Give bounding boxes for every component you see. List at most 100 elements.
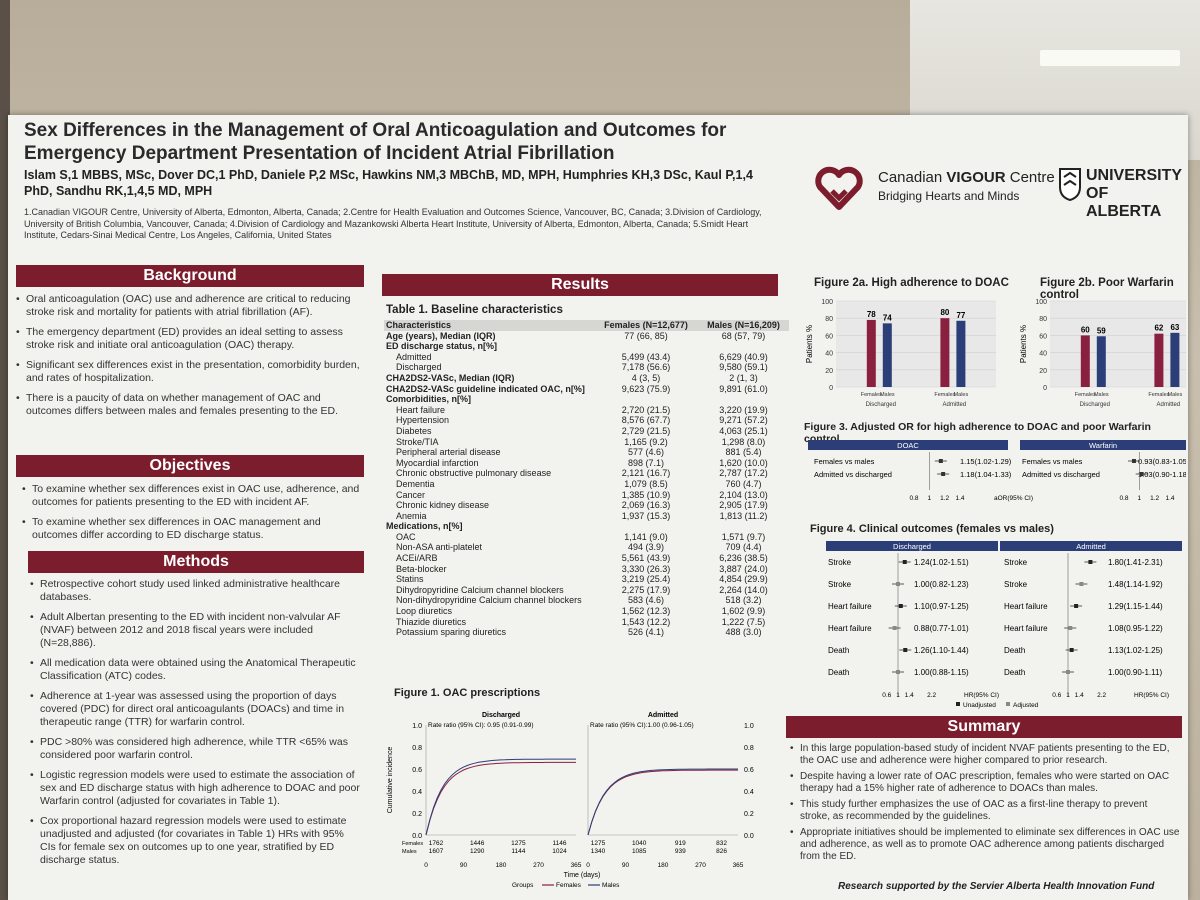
table-cell-value xyxy=(698,394,789,405)
bar xyxy=(882,323,892,387)
table-header-row: Characteristics Females (N=12,677) Males… xyxy=(384,320,789,331)
estimate-label: 0.88(0.77-1.01) xyxy=(914,624,969,633)
table-cell-value: 68 (57, 79) xyxy=(721,330,766,341)
centre-tagline: Bridging Hearts and Minds xyxy=(878,189,1020,203)
table-cell-value: 2,104 (13.0) xyxy=(719,489,768,500)
panel-header xyxy=(808,440,1008,450)
table-cell-label: Comorbidities, n[%] xyxy=(386,394,471,405)
x-tick-label: 0.8 xyxy=(1119,495,1128,502)
list-item: Adherence at 1-year was assessed using t… xyxy=(30,690,360,729)
panel-header xyxy=(826,541,998,551)
figure4-chart: Discharged Stroke 1.24(1.02-1.51) Stroke 1.0… xyxy=(826,541,1182,709)
point-estimate xyxy=(896,582,900,586)
x-tick-label: 270 xyxy=(695,862,706,869)
point-estimate xyxy=(1074,604,1079,608)
panel-title: Discharged xyxy=(893,542,931,551)
risk-number-male: 826 xyxy=(716,848,727,855)
series-line xyxy=(587,769,738,836)
table-cell-value: 4,854 (29.9) xyxy=(719,574,768,585)
table-header: Females (N=12,677) xyxy=(604,320,688,330)
list-item: Cox proportional hazard regression model… xyxy=(30,815,360,867)
bar xyxy=(866,319,876,387)
data-label: 60 xyxy=(1081,325,1090,334)
data-label: 62 xyxy=(1154,324,1163,333)
panel-header xyxy=(1020,440,1186,450)
table-row: Comorbidities, n[%] xyxy=(384,394,789,405)
background-list: Oral anticoagulation (OAC) use and adher… xyxy=(16,293,361,425)
x-tick-label: 270 xyxy=(533,862,544,869)
table-row: Anemia 1,937 (15.3) 1,813 (11.2) xyxy=(384,511,789,522)
legend-label: Females xyxy=(861,392,882,398)
point-estimate xyxy=(896,670,900,674)
university-crest-icon xyxy=(1059,168,1081,201)
table-cell-value: 2,905 (17.9) xyxy=(719,500,768,511)
table-cell-label: Peripheral arterial disease xyxy=(396,447,501,458)
y-tick-label: 60 xyxy=(1039,333,1047,340)
table-cell-value: 2,729 (21.5) xyxy=(621,425,671,436)
table-row: Hypertension 8,576 (67.7) 9,271 (57.2) xyxy=(384,415,789,426)
heart-logo-icon xyxy=(815,166,863,210)
table-cell-label: Discharged xyxy=(396,362,442,373)
table-cell-label: Dihydropyridine Calcium channel blockers xyxy=(396,584,564,595)
table-cell-value: 3,330 (26.3) xyxy=(621,563,671,574)
y-tick-label: 1.0 xyxy=(412,723,422,730)
bar xyxy=(1154,333,1164,387)
list-item: Retrospective cohort study used linked a… xyxy=(30,578,360,604)
summary-list: In this large population-based study of … xyxy=(790,743,1180,867)
list-item: Significant sex differences exist in the… xyxy=(16,359,361,385)
table-cell-value: 9,271 (57.2) xyxy=(719,415,768,426)
y-tick-label: 80 xyxy=(825,316,833,323)
objectives-heading: Objectives xyxy=(16,455,364,477)
data-label: 74 xyxy=(883,313,892,322)
table-cell-value: 2,069 (16.3) xyxy=(621,500,671,511)
table-row: Myocardial infarction 898 (7.1) 1,620 (10.… xyxy=(384,458,789,469)
risk-number-male: 1085 xyxy=(632,848,647,855)
table-cell-label: Hypertension xyxy=(396,415,450,426)
table-cell-value: 1,571 (9.7) xyxy=(721,531,766,542)
y-tick-label: 0.2 xyxy=(744,811,754,818)
table-cell-label: ED discharge status, n[%] xyxy=(386,341,498,352)
x-tick-label: 365 xyxy=(733,862,744,869)
table-cell-value xyxy=(594,394,698,405)
x-tick-label: 1 xyxy=(928,495,932,502)
table-cell-value: 5,561 (43.9) xyxy=(621,553,671,564)
background-heading: Background xyxy=(16,265,364,287)
x-tick-label: 1.4 xyxy=(1075,692,1084,699)
table-cell-value: 3,887 (24.0) xyxy=(719,563,768,574)
table-row: Dementia 1,079 (8.5) 760 (4.7) xyxy=(384,479,789,490)
data-label: 63 xyxy=(1170,323,1179,332)
table-row: Non-ASA anti-platelet 494 (3.9) 709 (4.4) xyxy=(384,542,789,553)
point-estimate xyxy=(892,626,897,630)
estimate-label: 1.29(1.15-1.44) xyxy=(1108,602,1163,611)
authors: Islam S,1 MBBS, MSc, Dover DC,1 PhD, Dan… xyxy=(24,168,753,198)
panel-title: Admitted xyxy=(1076,542,1106,551)
row-label: Females vs males xyxy=(1022,457,1083,466)
row-label: Stroke xyxy=(1004,580,1028,589)
legend-label: Males xyxy=(1168,392,1183,398)
table-cell-label: Age (years), Median (IQR) xyxy=(386,330,496,341)
x-tick-label: 0 xyxy=(424,862,428,869)
table-row: Stroke/TIA 1,165 (9.2) 1,298 (8.0) xyxy=(384,437,789,448)
panel-title: Discharged xyxy=(482,712,520,719)
x-tick-label: 1 xyxy=(1138,495,1142,502)
table1-title: Table 1. Baseline characteristics xyxy=(386,304,563,316)
figure2a-title: Figure 2a. High adherence to DOAC xyxy=(814,277,1009,289)
table-row: Discharged 7,178 (56.6) 9,580 (59.1) xyxy=(384,362,789,373)
figure3-chart: DOAC Females vs males 1.15(1.02-1.29) Admit… xyxy=(808,440,1186,502)
table-cell-label: CHA2DS2-VASc guideline indicated OAC, n[… xyxy=(386,383,585,394)
table-cell-value: 1,543 (12.2) xyxy=(621,616,671,627)
table-cell-label: ACEi/ARB xyxy=(396,553,438,564)
bar xyxy=(940,318,950,387)
table-row: Admitted 5,499 (43.4) 6,629 (40.9) xyxy=(384,352,789,363)
series-line xyxy=(425,758,576,836)
list-item: This study further emphasizes the use of… xyxy=(790,799,1180,823)
x-tick-label: 180 xyxy=(496,862,507,869)
risk-number-female: 1040 xyxy=(632,840,647,847)
plot-area xyxy=(836,301,996,387)
table-cell-value: 6,236 (38.5) xyxy=(719,553,768,564)
list-item: Adult Albertan presenting to the ED with… xyxy=(30,611,360,650)
table-cell-label: Medications, n[%] xyxy=(386,521,463,532)
row-label: Admitted vs discharged xyxy=(1022,470,1100,479)
x-axis-label: aOR(95% CI) xyxy=(994,495,1033,502)
y-tick-label: 0 xyxy=(829,385,833,392)
